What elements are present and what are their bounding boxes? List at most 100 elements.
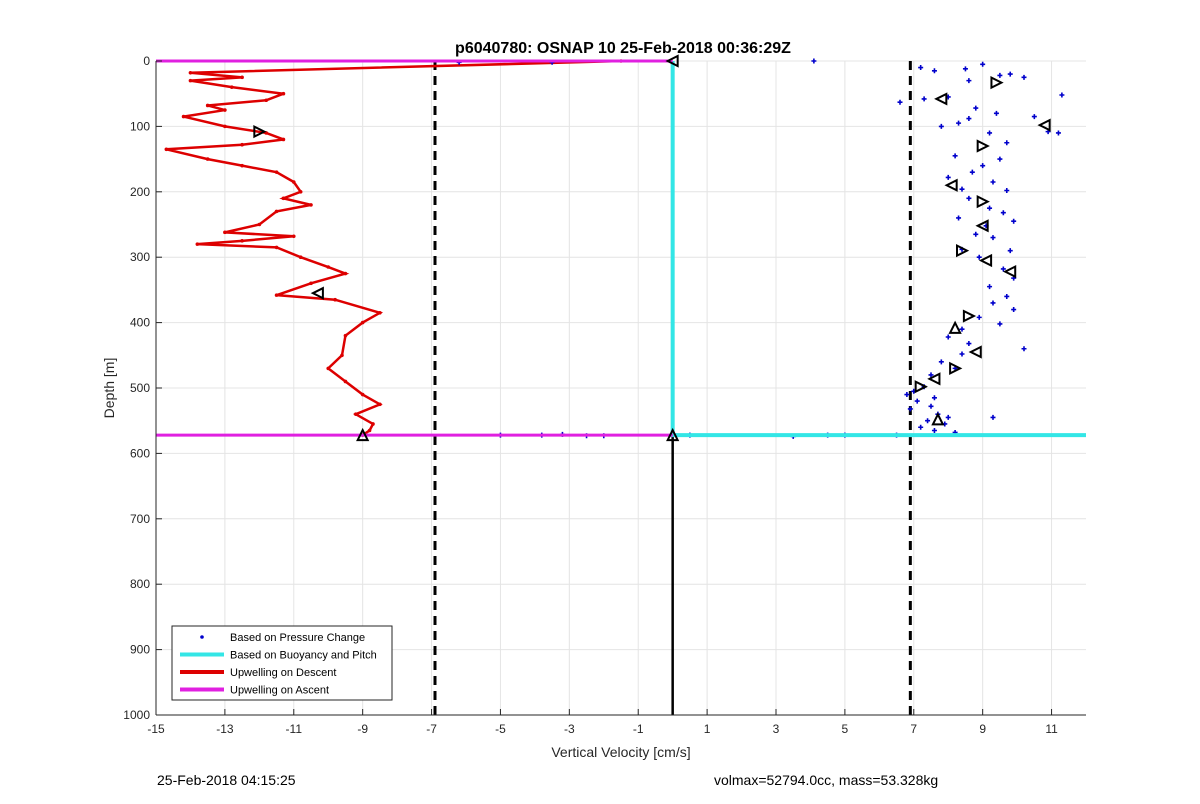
pressure-change-point	[1031, 114, 1037, 120]
pressure-change-point	[973, 105, 979, 111]
pressure-change-point	[966, 341, 972, 347]
x-tick-label: 1	[704, 722, 711, 736]
footer-summary: volmax=52794.0cc, mass=53.328kg	[714, 772, 939, 788]
pressure-change-point	[1007, 71, 1013, 77]
x-tick-label: -1	[633, 722, 644, 736]
pressure-change-point	[945, 334, 951, 340]
y-tick-label: 700	[130, 512, 150, 526]
descent-point	[195, 242, 200, 246]
descent-point	[371, 422, 375, 426]
descent-point	[378, 310, 382, 315]
pressure-change-point	[918, 65, 924, 71]
descent-point	[257, 222, 262, 227]
y-tick-label: 1000	[123, 708, 150, 722]
pressure-change-point	[987, 130, 993, 136]
y-tick-label: 100	[130, 119, 150, 133]
pressure-change-point	[1004, 187, 1010, 193]
descent-point	[229, 85, 234, 89]
pressure-change-point	[1000, 210, 1006, 216]
descent-point	[340, 353, 344, 358]
x-tick-label: 7	[910, 722, 917, 736]
descent-point	[240, 75, 244, 80]
triangle-marker	[1037, 118, 1051, 132]
y-tick-label: 900	[130, 643, 150, 657]
pressure-change-point	[1055, 130, 1061, 136]
chart-title: p6040780: OSNAP 10 25-Feb-2018 00:36:29Z	[455, 40, 791, 57]
y-tick-label: 600	[130, 446, 150, 460]
x-tick-label: -11	[286, 722, 303, 736]
descent-point	[298, 255, 303, 259]
pressure-change-point	[980, 163, 986, 169]
pressure-change-point	[956, 120, 962, 126]
descent-point	[205, 157, 210, 161]
descent-point	[274, 170, 279, 174]
legend-label: Based on Buoyancy and Pitch	[230, 650, 377, 662]
descent-point	[343, 379, 348, 384]
triangle-marker	[962, 309, 977, 323]
legend-label: Based on Pressure Change	[230, 632, 365, 644]
pressure-change-point	[952, 153, 958, 159]
descent-point	[360, 320, 365, 325]
descent-point	[281, 137, 286, 142]
pressure-change-point	[1007, 248, 1013, 254]
descent-point	[181, 114, 186, 119]
pressure-change-point	[969, 169, 975, 175]
pressure-change-point	[1011, 218, 1017, 224]
descent-point	[333, 297, 337, 302]
pressure-change-point	[1021, 74, 1027, 80]
pressure-change-point	[966, 195, 972, 201]
descent-point	[309, 203, 313, 207]
triangle-marker	[948, 320, 962, 334]
pressure-change-point	[990, 414, 996, 420]
descent-point	[274, 293, 279, 297]
descent-point	[240, 163, 244, 168]
pressure-change-point	[925, 418, 931, 424]
triangle-marker	[990, 75, 1004, 90]
pressure-change-point	[959, 351, 965, 357]
pressure-change-point	[973, 231, 979, 237]
x-tick-label: -13	[216, 722, 234, 736]
marker-layer	[253, 54, 1051, 442]
y-tick-label: 300	[130, 250, 150, 264]
pressure-change-point	[931, 428, 937, 434]
descent-point	[326, 265, 331, 269]
pressure-change-point	[997, 156, 1003, 162]
pressure-change-point	[990, 235, 996, 241]
y-tick-label: 200	[130, 185, 150, 199]
y-tick-label: 400	[130, 316, 150, 330]
triangle-marker	[356, 427, 370, 442]
x-tick-label: 3	[773, 722, 780, 736]
pressure-change-point	[976, 314, 982, 320]
descent-point	[240, 142, 244, 147]
descent-point	[264, 98, 269, 103]
legend-label: Upwelling on Ascent	[230, 685, 329, 697]
descent-point	[188, 78, 193, 83]
pressure-change-point	[997, 321, 1003, 327]
triangle-marker	[934, 92, 948, 106]
axes: -15 -13 -11 -9 -7 -5 -3 -1 1 3 5 7 9 1101002003004005…	[123, 54, 1086, 736]
legend-label: Upwelling on Descent	[230, 667, 336, 679]
pressure-change-point	[959, 186, 965, 192]
pressure-change-point	[931, 395, 937, 401]
descent-point	[274, 209, 279, 214]
triangle-marker	[978, 253, 993, 268]
pressure-change-point	[959, 326, 965, 332]
pressure-change-point	[966, 78, 972, 84]
descent-point	[378, 402, 382, 407]
descent-point	[223, 230, 227, 235]
x-tick-label: 5	[842, 722, 849, 736]
pressure-change-point	[987, 205, 993, 211]
descent-point	[353, 412, 358, 416]
pressure-change-point	[1004, 140, 1010, 146]
triangle-marker	[976, 194, 990, 209]
pressure-change-point	[904, 392, 910, 398]
pressure-change-point	[1000, 266, 1006, 272]
pressure-change-point	[987, 284, 993, 290]
pressure-change-point	[1021, 346, 1027, 352]
y-tick-label: 800	[130, 577, 150, 591]
pressure-change-point	[914, 398, 920, 404]
triangle-marker	[949, 361, 963, 375]
descent-point	[343, 271, 348, 276]
descent-point	[164, 147, 169, 152]
